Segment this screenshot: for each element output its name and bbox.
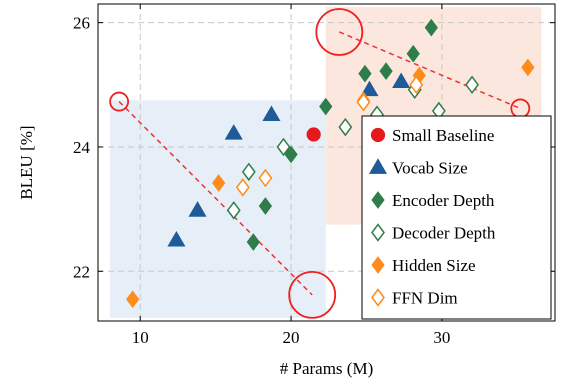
x-tick-label: 10 bbox=[132, 328, 149, 347]
hidden-size-point bbox=[521, 58, 535, 77]
vocab-size-point bbox=[188, 201, 207, 217]
y-tick-label: 26 bbox=[73, 14, 90, 33]
encoder-depth-point bbox=[358, 64, 372, 83]
decoder-depth-point bbox=[226, 201, 241, 220]
ffn-dim-point bbox=[258, 168, 273, 188]
legend-label-ffn-dim: FFN Dim bbox=[392, 289, 458, 308]
encoder-depth-point bbox=[319, 97, 333, 116]
ffn-dim-point bbox=[235, 178, 250, 197]
encoder-depth-point bbox=[246, 233, 260, 251]
trend-lines bbox=[118, 31, 521, 296]
encoder-depth-point bbox=[406, 44, 420, 63]
highlight-circle bbox=[315, 8, 364, 56]
decoder-depth-point bbox=[465, 75, 479, 95]
legend-label-small-baseline: Small Baseline bbox=[392, 126, 494, 145]
y-axis-label: BLEU [%] bbox=[17, 125, 36, 199]
hidden-size-point bbox=[212, 174, 226, 192]
x-tick-label: 30 bbox=[433, 328, 450, 347]
y-tick-label: 24 bbox=[73, 138, 91, 157]
legend-marker-ffn-dim bbox=[371, 288, 385, 307]
small-baseline-point bbox=[306, 127, 321, 142]
vocab-size-point bbox=[224, 124, 243, 140]
x-axis-label: # Params (M) bbox=[280, 359, 373, 378]
decoder-depth-point bbox=[276, 137, 291, 157]
legend-marker-hidden-size bbox=[371, 256, 385, 274]
legend-marker-encoder-depth bbox=[371, 191, 385, 209]
legend-box bbox=[361, 115, 552, 320]
encoder-depth-point bbox=[424, 18, 438, 37]
x-tick-labels: 10 20 30 bbox=[132, 328, 451, 347]
y-tick-label: 22 bbox=[73, 262, 90, 281]
encoder-depth-point bbox=[379, 62, 393, 80]
vocab-size-point bbox=[167, 231, 186, 247]
legend-label-decoder-depth: Decoder Depth bbox=[392, 224, 496, 243]
decoder-depth-point bbox=[241, 162, 256, 182]
highlight-circles bbox=[109, 8, 531, 319]
legend-label-vocab-size: Vocab Size bbox=[392, 159, 468, 178]
legend: Small Baseline Vocab Size Encoder Depth Dec… bbox=[361, 115, 552, 320]
legend-label-encoder-depth: Encoder Depth bbox=[392, 191, 495, 210]
highlight-circle bbox=[288, 270, 337, 319]
hidden-size-point bbox=[126, 290, 140, 309]
encoder-depth-point bbox=[258, 197, 273, 215]
vocab-size-point bbox=[392, 72, 411, 89]
legend-label-hidden-size: Hidden Size bbox=[392, 256, 476, 275]
legend-marker-decoder-depth bbox=[371, 223, 385, 242]
encoder-depth-point bbox=[284, 145, 298, 164]
ffn-dim-point bbox=[356, 92, 371, 112]
data-points bbox=[126, 18, 535, 309]
decoder-depth-point bbox=[338, 117, 353, 137]
trend-line bbox=[118, 101, 313, 296]
y-tick-labels: 22 24 26 bbox=[73, 14, 91, 282]
trend-line bbox=[339, 31, 521, 110]
plot-frame bbox=[97, 3, 556, 322]
shaded-region-1 bbox=[110, 100, 326, 318]
legend-marker-small-baseline bbox=[370, 127, 386, 143]
x-tick-label: 20 bbox=[283, 328, 300, 347]
vocab-size-point bbox=[360, 80, 379, 97]
highlight-circle bbox=[109, 91, 130, 112]
vocab-size-point bbox=[262, 105, 281, 121]
ffn-dim-point bbox=[409, 75, 424, 95]
legend-marker-vocab-size bbox=[368, 158, 388, 174]
